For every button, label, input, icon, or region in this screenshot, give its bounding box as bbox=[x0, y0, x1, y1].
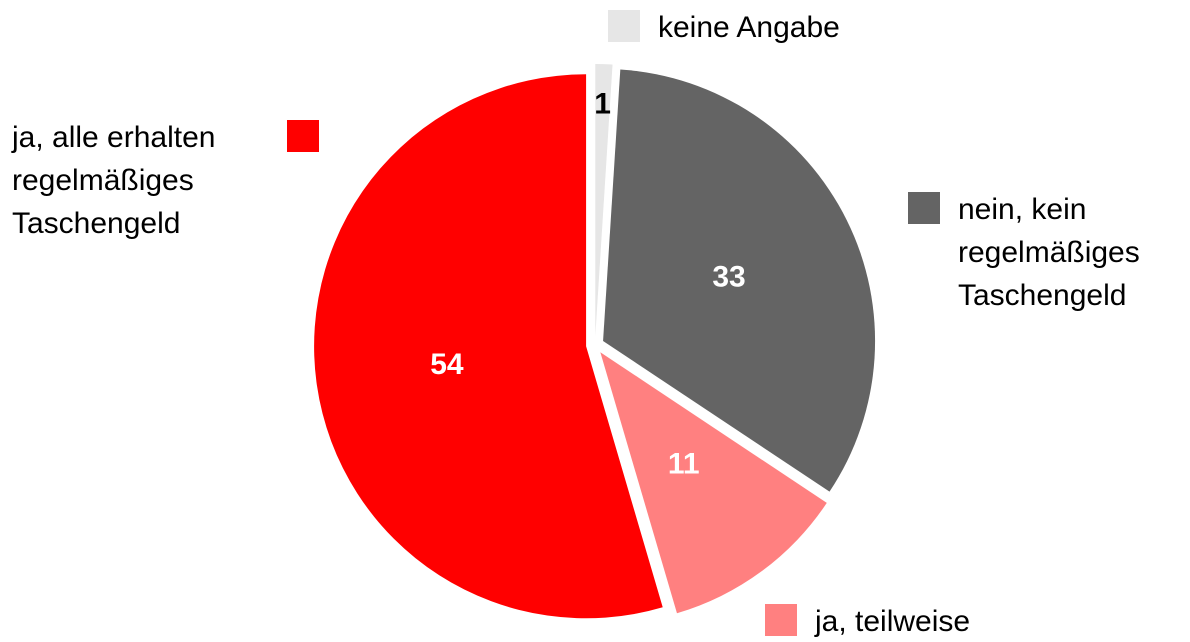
data-label: 1 bbox=[594, 88, 611, 121]
legend-label: ja, alle erhalten regelmäßiges Taschenge… bbox=[12, 121, 216, 240]
pie-slice bbox=[595, 64, 613, 337]
legend-label: keine Angabe bbox=[658, 11, 840, 44]
pie-slice bbox=[600, 352, 827, 614]
pie-slice bbox=[603, 69, 876, 492]
data-label: 11 bbox=[668, 447, 700, 480]
pie-slice bbox=[314, 74, 663, 619]
legend-swatch bbox=[287, 120, 319, 152]
legend-swatch bbox=[908, 192, 940, 224]
legend-label: nein, kein regelmäßiges Taschengeld bbox=[958, 193, 1140, 312]
data-label: 54 bbox=[430, 348, 464, 381]
data-label: 33 bbox=[712, 260, 745, 293]
legend-label: ja, teilweise bbox=[815, 605, 971, 638]
legend-swatch bbox=[608, 10, 640, 42]
legend-swatch bbox=[765, 604, 797, 636]
